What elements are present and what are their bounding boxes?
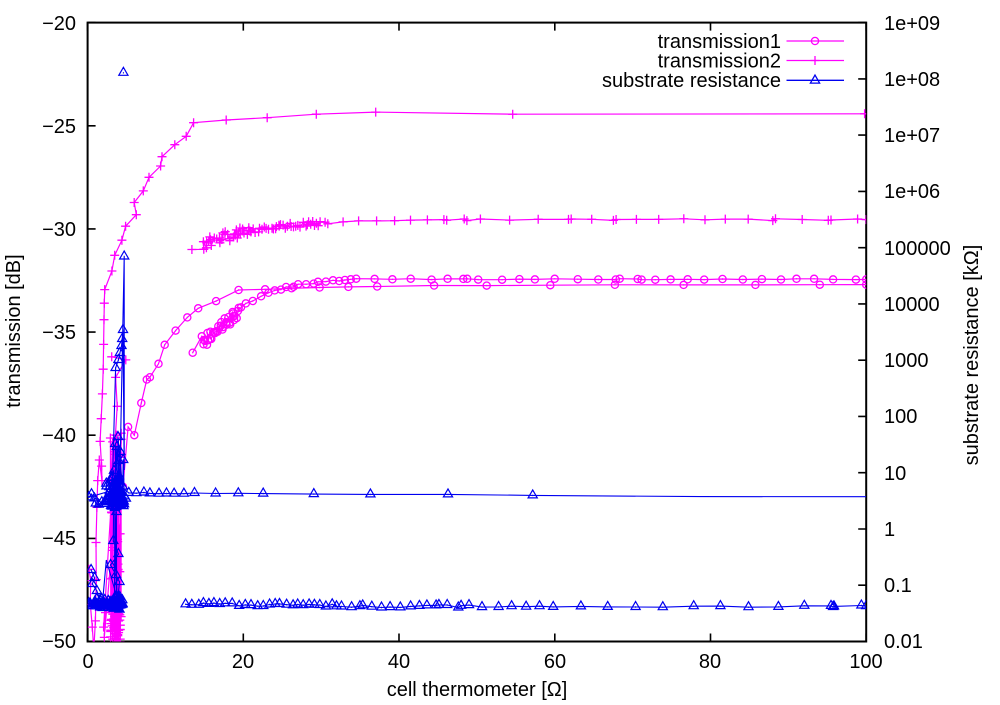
svg-text:transmission1: transmission1 [658,31,781,53]
svg-text:100000: 100000 [884,238,951,260]
svg-text:0.01: 0.01 [884,631,923,653]
svg-text:1e+07: 1e+07 [884,125,940,147]
svg-text:0: 0 [82,651,93,673]
svg-text:20: 20 [232,651,254,673]
svg-text:10: 10 [884,463,906,485]
svg-text:10000: 10000 [884,294,940,316]
svg-text:1e+08: 1e+08 [884,69,940,91]
svg-text:1e+06: 1e+06 [884,181,940,203]
svg-text:1e+09: 1e+09 [884,13,940,35]
svg-text:−20: −20 [42,13,76,35]
svg-text:0.1: 0.1 [884,575,912,597]
svg-text:100: 100 [884,406,917,428]
svg-text:−40: −40 [42,425,76,447]
svg-text:60: 60 [544,651,566,673]
svg-text:−30: −30 [42,219,76,241]
svg-text:80: 80 [699,651,721,673]
svg-text:−25: −25 [42,116,76,138]
svg-text:−50: −50 [42,631,76,653]
svg-text:−35: −35 [42,322,76,344]
svg-text:100: 100 [849,651,882,673]
svg-text:1000: 1000 [884,350,929,372]
svg-text:substrate resistance: substrate resistance [602,70,781,92]
svg-text:40: 40 [388,651,410,673]
svg-text:transmission [dB]: transmission [dB] [3,254,25,407]
svg-text:substrate resistance [kΩ]: substrate resistance [kΩ] [961,245,983,466]
svg-text:transmission2: transmission2 [658,51,781,73]
svg-text:cell thermometer [Ω]: cell thermometer [Ω] [387,679,568,700]
svg-text:1: 1 [884,519,895,541]
svg-text:−45: −45 [42,528,76,550]
